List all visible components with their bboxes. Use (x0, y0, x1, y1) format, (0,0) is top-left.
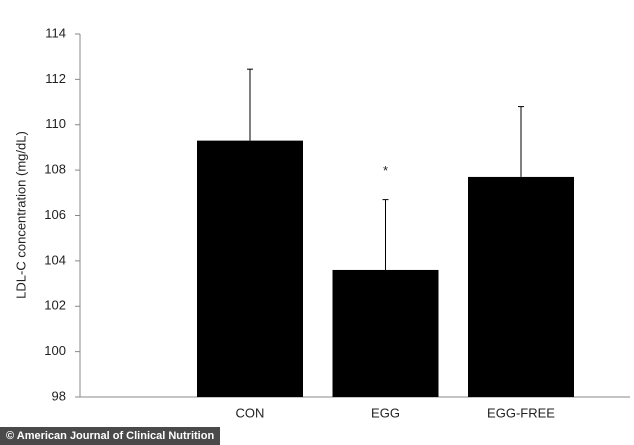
y-tick-label: 110 (45, 116, 66, 131)
y-tick-label: 106 (44, 207, 66, 222)
y-tick-label: 104 (44, 252, 66, 267)
y-tick-label: 100 (44, 343, 66, 358)
y-tick-label: 98 (52, 388, 66, 403)
x-tick-label: CON (236, 405, 265, 420)
y-tick-label: 114 (45, 25, 66, 40)
annotation: * (383, 163, 388, 178)
bar (332, 269, 439, 397)
y-tick-label: 108 (44, 162, 66, 177)
x-tick-label: EGG-FREE (487, 405, 555, 420)
caption: © American Journal of Clinical Nutrition (0, 427, 221, 445)
x-tick-label: EGG (371, 405, 400, 420)
y-tick-label: 102 (44, 298, 66, 313)
y-axis-label: LDL-C concentration (mg/dL) (13, 131, 28, 299)
bar (197, 140, 303, 397)
y-tick-label: 112 (45, 71, 66, 86)
bar (468, 176, 574, 397)
